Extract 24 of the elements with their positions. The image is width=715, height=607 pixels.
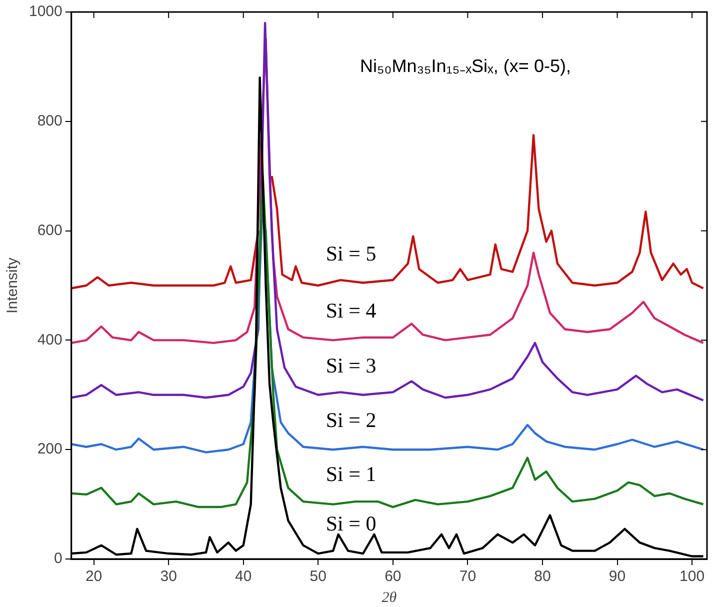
x-tick-label: 70: [459, 568, 476, 586]
y-tick-label: 200: [37, 440, 62, 458]
series-label: Si = 2: [326, 408, 376, 432]
text: Ni₅₀Mn₃₅In₁₅₋ₓSiₓ, (x= 0-5),: [360, 56, 571, 76]
x-tick-label: 50: [310, 568, 326, 586]
x-tick-label: 30: [160, 568, 177, 586]
y-tick-label: 1000: [28, 3, 62, 20]
series-label: Si = 5: [326, 241, 376, 266]
x-tick-label: 60: [384, 568, 402, 586]
x-tick-label: 80: [534, 568, 551, 586]
y-tick-label: 400: [37, 331, 62, 348]
x-tick-label: 100: [680, 568, 705, 586]
x-tick-label: 20: [85, 568, 102, 586]
series-label: Si = 3: [326, 353, 376, 378]
series-label: Si = 0: [326, 511, 376, 536]
series-label: Si = 1: [326, 462, 376, 486]
x-axis-title: 2θ: [382, 590, 398, 606]
y-tick-label: 600: [37, 222, 62, 239]
x-tick-label: 90: [608, 568, 626, 586]
series-label: Si = 4: [326, 298, 377, 323]
x-tick-label: 40: [235, 568, 252, 586]
y-axis-title: Intensity: [4, 257, 22, 314]
y-tick-label: 0: [54, 550, 62, 568]
y-tick-label: 800: [37, 112, 62, 130]
